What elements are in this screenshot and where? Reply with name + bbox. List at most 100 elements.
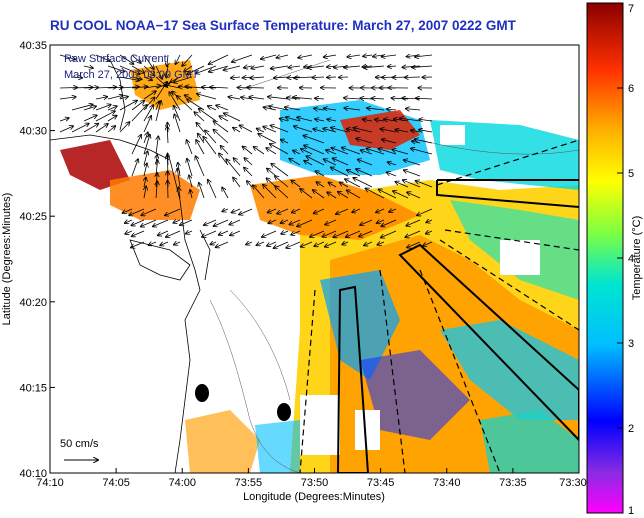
- current-vector: [261, 54, 277, 59]
- current-vector: [325, 241, 337, 247]
- current-vector: [95, 111, 115, 122]
- current-vector: [196, 123, 205, 133]
- current-vector: [155, 82, 167, 100]
- current-vector: [247, 181, 253, 188]
- current-vector: [274, 77, 289, 78]
- current-vector: [294, 77, 313, 78]
- buoy-marker-1: [195, 384, 209, 402]
- current-vector: [289, 159, 301, 166]
- current-vector: [210, 242, 217, 244]
- current-vector: [194, 112, 205, 122]
- current-vector: [224, 113, 241, 122]
- current-vector: [324, 159, 337, 166]
- current-vector: [83, 124, 98, 133]
- current-vector: [281, 140, 289, 143]
- current-vector: [342, 242, 349, 245]
- current-vector: [143, 65, 154, 75]
- current-vector: [336, 208, 349, 214]
- current-vector: [246, 242, 253, 245]
- current-vector: [208, 106, 217, 111]
- current-vector: [293, 97, 313, 99]
- current-vector: [125, 220, 133, 223]
- x-tick-label: 74:00: [168, 477, 196, 489]
- current-vector: [346, 230, 361, 237]
- current-vector: [216, 105, 229, 111]
- current-vector: [210, 87, 229, 88]
- current-vector: [224, 65, 241, 70]
- current-vector: [231, 77, 241, 78]
- current-vector: [327, 192, 337, 199]
- current-vector: [407, 241, 421, 248]
- current-vector: [119, 100, 137, 111]
- current-vector: [400, 118, 421, 122]
- current-vector: [169, 92, 181, 111]
- y-tick-label: 40:15: [19, 382, 47, 394]
- current-vector: [338, 192, 349, 199]
- current-vector: [331, 148, 349, 155]
- current-vector: [179, 188, 180, 199]
- map-title: RU COOL NOAA−17 Sea Surface Temperature:…: [50, 18, 516, 33]
- current-vector: [388, 66, 397, 67]
- current-vector: [268, 208, 277, 213]
- current-vector: [316, 182, 325, 188]
- current-vector: [208, 180, 217, 199]
- current-vector: [119, 76, 139, 80]
- current-vector: [344, 98, 361, 99]
- current-vector: [375, 119, 385, 121]
- x-tick-label: 73:30: [559, 477, 587, 489]
- current-vector: [314, 241, 325, 246]
- current-vector: [107, 95, 123, 100]
- current-vector: [199, 183, 205, 199]
- x-tick-label: 73:40: [433, 477, 461, 489]
- current-vector: [233, 128, 241, 133]
- current-vector: [288, 66, 301, 68]
- current-vector: [382, 139, 397, 144]
- current-vector: [353, 178, 373, 188]
- current-vector: [244, 158, 253, 166]
- current-vector: [195, 156, 205, 177]
- current-vector: [313, 190, 325, 199]
- current-vector: [71, 104, 93, 111]
- current-vector: [83, 66, 93, 68]
- current-vector: [131, 77, 142, 79]
- current-vector: [340, 182, 349, 188]
- current-vector: [59, 118, 69, 121]
- current-vector: [184, 65, 193, 72]
- current-vector: [333, 230, 349, 237]
- current-vector: [285, 107, 301, 111]
- current-vector: [228, 97, 241, 99]
- x-tick-label: 74:10: [36, 477, 64, 489]
- current-vector: [310, 230, 325, 237]
- current-vector: [314, 208, 325, 213]
- current-vector: [412, 66, 433, 67]
- current-vector: [180, 219, 193, 225]
- current-vector: [275, 186, 289, 199]
- current-vector: [213, 130, 229, 144]
- current-vector: [304, 161, 313, 166]
- current-vector: [403, 180, 421, 188]
- current-vector: [415, 139, 433, 144]
- current-vector: [167, 126, 168, 144]
- current-vector: [131, 219, 145, 225]
- scale-arrow-label: 50 cm/s: [60, 438, 99, 450]
- current-vector: [240, 125, 253, 133]
- current-vector: [386, 172, 397, 177]
- current-vector: [166, 230, 181, 237]
- current-vector: [198, 134, 205, 144]
- current-vector: [244, 168, 253, 177]
- current-vector: [122, 208, 133, 213]
- current-vector: [292, 208, 301, 213]
- current-vector: [131, 105, 147, 122]
- current-vector: [247, 87, 265, 88]
- overlay-line-2: March 27, 2007 03:00 GMT: [64, 69, 199, 81]
- current-vector: [286, 241, 301, 248]
- current-vector: [107, 87, 123, 88]
- current-vector: [266, 148, 277, 155]
- current-vector: [347, 170, 361, 177]
- current-vector: [156, 136, 158, 155]
- current-vector: [165, 208, 181, 215]
- current-vector: [156, 181, 157, 199]
- current-vector: [395, 130, 409, 132]
- current-vector: [199, 109, 217, 122]
- current-vector: [270, 144, 289, 155]
